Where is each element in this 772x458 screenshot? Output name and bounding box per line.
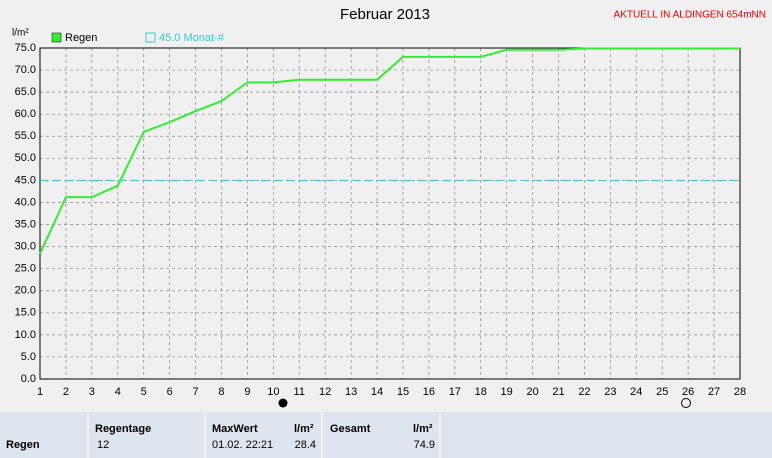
x-tick-label: 4 [115, 386, 121, 398]
y-tick-label: 20.0 [15, 285, 36, 297]
y-tick-label: 35.0 [15, 218, 36, 230]
x-tick-label: 20 [526, 386, 538, 398]
legend-label: 45.0 Monat-# [159, 32, 225, 44]
x-tick-label: 22 [578, 386, 590, 398]
y-tick-label: 0.0 [21, 373, 36, 385]
y-tick-label: 65.0 [15, 86, 36, 98]
x-tick-label: 28 [734, 386, 746, 398]
y-tick-label: 50.0 [15, 152, 36, 164]
y-axis-label: l/m² [12, 28, 29, 39]
x-tick-label: 17 [449, 386, 461, 398]
time: 01.02. 22:21 [212, 439, 273, 451]
row-label: Regen [6, 439, 40, 451]
y-tick-label: 60.0 [15, 108, 36, 120]
x-tick-label: 1 [37, 386, 43, 398]
header: MaxWert [212, 423, 258, 435]
x-tick-label: 14 [371, 386, 383, 398]
x-tick-label: 21 [552, 386, 564, 398]
header: Gesamt [330, 423, 371, 435]
y-tick-label: 30.0 [15, 241, 36, 253]
x-tick-label: 18 [475, 386, 487, 398]
x-tick-label: 3 [89, 386, 95, 398]
stats-panel: Regen Regentage 12 MaxWert l/m² 01.02. 2… [0, 412, 772, 458]
y-tick-label: 10.0 [15, 329, 36, 341]
value: 74.9 [414, 439, 435, 451]
x-tick-label: 24 [630, 386, 642, 398]
x-tick-label: 15 [397, 386, 409, 398]
marker [278, 398, 288, 408]
series-line [39, 47, 740, 255]
x-tick-label: 16 [423, 386, 435, 398]
y-tick-label: 45.0 [15, 174, 36, 186]
annotation: AKTUELL IN ALDINGEN 654mNN [614, 10, 766, 21]
legend-swatch [51, 32, 62, 43]
panel [0, 412, 772, 458]
plot-frame [39, 47, 741, 380]
x-tick-label: 2 [63, 386, 69, 398]
x-tick-label: 27 [708, 386, 720, 398]
x-tick-label: 11 [294, 386, 305, 398]
legend-swatch [145, 32, 156, 43]
x-tick-label: 19 [501, 386, 513, 398]
y-tick-label: 70.0 [15, 64, 36, 76]
x-tick-label: 12 [319, 386, 331, 398]
x-tick-label: 6 [167, 386, 173, 398]
value: 28.4 [295, 439, 316, 451]
chart-title: Februar 2013 [340, 6, 430, 23]
y-tick-label: 40.0 [15, 196, 36, 208]
y-tick-label: 15.0 [15, 307, 36, 319]
y-tick-label: 25.0 [15, 263, 36, 275]
x-tick-label: 26 [682, 386, 694, 398]
y-tick-label: 75.0 [15, 42, 36, 54]
legend-label: Regen [65, 32, 97, 44]
x-tick-label: 7 [192, 386, 198, 398]
marker [681, 398, 691, 408]
x-tick-label: 8 [218, 386, 224, 398]
y-tick-label: 55.0 [15, 130, 36, 142]
x-tick-label: 9 [244, 386, 250, 398]
x-tick-label: 10 [267, 386, 279, 398]
x-tick-label: 23 [604, 386, 616, 398]
unit: l/m² [294, 423, 314, 435]
value: 12 [97, 439, 109, 451]
y-tick-label: 5.0 [21, 351, 36, 363]
unit: l/m² [413, 423, 433, 435]
x-tick-label: 13 [345, 386, 357, 398]
header: Regentage [95, 423, 151, 435]
x-tick-label: 25 [656, 386, 668, 398]
x-tick-label: 5 [141, 386, 147, 398]
background [0, 0, 772, 412]
